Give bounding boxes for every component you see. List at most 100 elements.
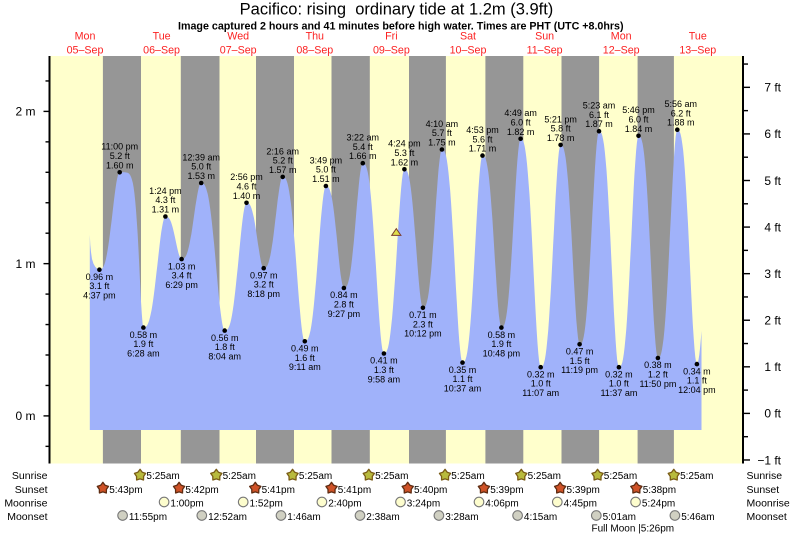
svg-text:4:53 pm: 4:53 pm — [466, 125, 499, 135]
svg-text:5:25am: 5:25am — [528, 471, 561, 482]
svg-text:1.0 ft: 1.0 ft — [609, 379, 630, 389]
svg-text:1:52pm: 1:52pm — [250, 499, 283, 510]
svg-text:6.1 ft: 6.1 ft — [589, 110, 610, 120]
svg-text:2:16 am: 2:16 am — [266, 146, 299, 156]
svg-text:Moonset: Moonset — [747, 511, 787, 523]
svg-text:1.03 m: 1.03 m — [168, 261, 196, 271]
svg-text:5:25am: 5:25am — [680, 471, 713, 482]
svg-text:1:00pm: 1:00pm — [170, 499, 203, 510]
svg-text:Tue: Tue — [689, 31, 707, 43]
svg-text:0.41 m: 0.41 m — [370, 356, 398, 366]
svg-text:0.84 m: 0.84 m — [330, 290, 358, 300]
svg-text:1.9 ft: 1.9 ft — [133, 339, 154, 349]
svg-text:1.1 ft: 1.1 ft — [687, 376, 708, 386]
svg-text:12:52am: 12:52am — [208, 512, 247, 523]
svg-text:5:46 pm: 5:46 pm — [622, 105, 655, 115]
svg-text:09–Sep: 09–Sep — [373, 44, 410, 56]
svg-text:Thu: Thu — [306, 31, 324, 43]
svg-text:7 ft: 7 ft — [764, 81, 781, 95]
svg-text:1.0 ft: 1.0 ft — [531, 379, 552, 389]
svg-text:9:27 pm: 9:27 pm — [328, 309, 361, 319]
svg-text:Moonrise: Moonrise — [747, 498, 790, 510]
svg-text:Image captured 2 hours and 41: Image captured 2 hours and 41 minutes be… — [178, 20, 624, 32]
svg-text:1.57 m: 1.57 m — [269, 165, 297, 175]
svg-text:Pacifico: rising ordinary tid: Pacifico: rising ordinary tide at 1.2m (… — [240, 0, 554, 18]
svg-text:1.71 m: 1.71 m — [469, 144, 497, 154]
svg-text:1.87 m: 1.87 m — [585, 119, 613, 129]
svg-text:1.53 m: 1.53 m — [187, 171, 215, 181]
svg-text:5:41pm: 5:41pm — [338, 485, 371, 496]
svg-text:11:37 am: 11:37 am — [600, 388, 637, 398]
svg-text:0.97 m: 0.97 m — [250, 270, 278, 280]
svg-text:1.5 ft: 1.5 ft — [570, 356, 591, 366]
svg-text:5.0 ft: 5.0 ft — [191, 162, 212, 172]
svg-text:5:42pm: 5:42pm — [185, 485, 218, 496]
svg-text:12:04 pm: 12:04 pm — [678, 385, 716, 395]
svg-text:2.3 ft: 2.3 ft — [413, 319, 434, 329]
svg-text:6.2 ft: 6.2 ft — [671, 108, 692, 118]
svg-text:1.62 m: 1.62 m — [391, 157, 419, 167]
svg-text:0.34 m: 0.34 m — [683, 366, 711, 376]
svg-text:2:40pm: 2:40pm — [328, 499, 361, 510]
svg-text:3.4 ft: 3.4 ft — [172, 271, 193, 281]
svg-text:5.6 ft: 5.6 ft — [472, 134, 493, 144]
svg-text:11:55pm: 11:55pm — [129, 512, 167, 523]
svg-text:9:58 am: 9:58 am — [368, 374, 401, 384]
svg-text:11:50 pm: 11:50 pm — [639, 379, 676, 389]
svg-text:Sunrise: Sunrise — [12, 470, 48, 482]
svg-text:2:38am: 2:38am — [366, 512, 399, 523]
svg-text:5:40pm: 5:40pm — [414, 485, 447, 496]
svg-text:4:10 am: 4:10 am — [426, 119, 459, 129]
svg-text:5.2 ft: 5.2 ft — [273, 156, 294, 166]
svg-text:0.32 m: 0.32 m — [605, 369, 633, 379]
svg-text:5:21 pm: 5:21 pm — [544, 114, 577, 124]
svg-text:5:46am: 5:46am — [681, 512, 714, 523]
svg-text:10:48 pm: 10:48 pm — [483, 348, 521, 358]
svg-text:5:25am: 5:25am — [223, 471, 256, 482]
svg-text:0 ft: 0 ft — [764, 407, 781, 421]
svg-text:2 m: 2 m — [15, 105, 35, 119]
svg-text:5:25am: 5:25am — [375, 471, 408, 482]
svg-text:Moonset: Moonset — [7, 511, 47, 523]
svg-text:5.3 ft: 5.3 ft — [394, 148, 415, 158]
svg-text:5 ft: 5 ft — [764, 174, 781, 188]
svg-text:5:01am: 5:01am — [603, 512, 636, 523]
svg-text:5:39pm: 5:39pm — [490, 485, 523, 496]
svg-text:5:38pm: 5:38pm — [643, 485, 676, 496]
svg-text:12–Sep: 12–Sep — [603, 44, 640, 56]
svg-text:5.7 ft: 5.7 ft — [432, 128, 453, 138]
svg-text:6.0 ft: 6.0 ft — [628, 115, 649, 125]
svg-text:Mon: Mon — [611, 31, 632, 43]
svg-text:1:24 pm: 1:24 pm — [149, 186, 182, 196]
svg-text:1.31 m: 1.31 m — [152, 205, 180, 215]
svg-text:Moonrise: Moonrise — [4, 498, 47, 510]
svg-text:0.56 m: 0.56 m — [211, 333, 239, 343]
svg-text:1.6 ft: 1.6 ft — [295, 353, 316, 363]
svg-text:5:43pm: 5:43pm — [109, 485, 142, 496]
svg-text:11:07 am: 11:07 am — [522, 388, 559, 398]
svg-text:1.1 ft: 1.1 ft — [452, 374, 473, 384]
svg-text:5:39pm: 5:39pm — [567, 485, 600, 496]
svg-text:4:45pm: 4:45pm — [564, 499, 597, 510]
svg-text:1 ft: 1 ft — [764, 360, 781, 374]
svg-text:2.8 ft: 2.8 ft — [334, 300, 355, 310]
svg-text:Wed: Wed — [227, 31, 249, 43]
svg-text:0.49 m: 0.49 m — [291, 344, 319, 354]
svg-text:4 ft: 4 ft — [764, 220, 781, 234]
svg-text:1.3 ft: 1.3 ft — [374, 365, 395, 375]
svg-text:0 m: 0 m — [15, 409, 35, 423]
svg-text:Sunset: Sunset — [747, 484, 780, 496]
svg-text:0.35 m: 0.35 m — [449, 365, 477, 375]
svg-text:0.71 m: 0.71 m — [409, 310, 437, 320]
svg-text:6.0 ft: 6.0 ft — [511, 118, 532, 128]
svg-text:Full Moon |5:26pm: Full Moon |5:26pm — [591, 523, 674, 534]
svg-text:1.88 m: 1.88 m — [667, 118, 695, 128]
svg-text:5:25am: 5:25am — [299, 471, 332, 482]
svg-text:2:56 pm: 2:56 pm — [230, 172, 263, 182]
svg-text:4.6 ft: 4.6 ft — [236, 182, 257, 192]
svg-text:4:06pm: 4:06pm — [485, 499, 518, 510]
svg-text:1.82 m: 1.82 m — [507, 127, 535, 137]
svg-text:05–Sep: 05–Sep — [67, 44, 104, 56]
svg-text:12:39 am: 12:39 am — [182, 152, 220, 162]
svg-text:11:00 pm: 11:00 pm — [101, 142, 138, 152]
